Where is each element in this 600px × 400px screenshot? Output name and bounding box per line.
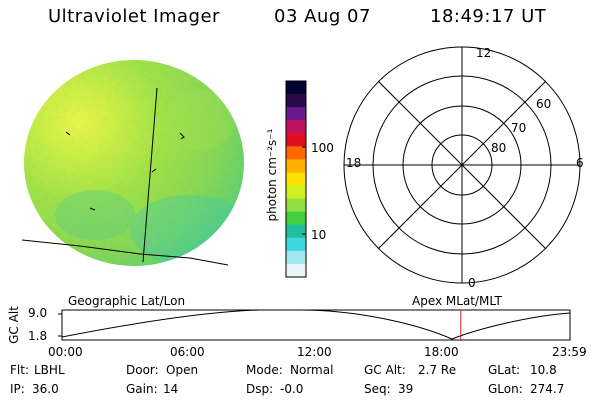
colorbar-segment [286,198,306,213]
mlt-label-6: 6 [576,156,584,170]
door-value: Open [166,363,199,377]
mlat-label-60: 60 [536,97,552,111]
timeline-xtick: 23:59 [552,345,587,359]
timeline-ytick-high: 9.0 [28,306,48,320]
uv-image-disk [21,60,244,266]
seq-label: Seq: [364,382,391,396]
gcalt-label: GC Alt: [364,363,406,377]
colorbar-segment [286,250,306,265]
colorbar-tick-100: 100 [311,141,334,155]
mlt-label-12: 12 [476,46,492,60]
colorbar-frame [285,80,307,278]
mode-value: Normal [290,363,334,377]
colorbar-segment [286,263,306,278]
timeline-xtick: 06:00 [170,345,205,359]
glat-value: 10.8 [530,363,557,377]
colorbar-segment [286,159,306,174]
polar-grid [343,46,581,284]
colorbar-segment [286,185,306,200]
timeline-frame [61,309,571,341]
colorbar-segment [286,94,306,108]
mode-label: Mode: [246,363,283,377]
timeline-left-title: Geographic Lat/Lon [68,294,186,308]
ip-label: IP: [10,382,25,396]
timeline-ylabel: GC Alt [7,306,21,344]
mlt-label-18: 18 [346,156,362,170]
instrument-title: Ultraviolet Imager [48,6,220,27]
timeline-ytick-low: 1.8 [28,329,48,343]
observation-date: 03 Aug 07 [274,6,371,27]
colorbar-segment [286,107,306,121]
door-label: Door: [126,363,159,377]
timeline-xtick: 18:00 [424,345,459,359]
colorbar-tick-10: 10 [311,228,327,242]
colorbar-segment [286,211,306,226]
flt-label: Flt: [10,363,29,377]
mlat-label-70: 70 [511,121,527,135]
mlt-label-0: 0 [468,276,476,290]
observation-time: 18:49:17 UT [430,6,547,27]
longitude-line [142,87,158,263]
ip-value: 36.0 [32,382,59,396]
timeline-plot [58,309,571,341]
glat-label: GLat: [488,363,521,377]
gain-value: 14 [163,382,179,396]
altitude-curve [61,309,571,340]
glon-label: GLon: [488,382,523,396]
colorbar-segment [286,172,306,187]
dsp-value: -0.0 [280,382,304,396]
timeline-xtick: 00:00 [48,345,83,359]
latitude-line [21,239,229,266]
colorbar-segment [286,146,306,160]
flt-value: LBHL [34,363,65,377]
colorbar-segment [286,81,306,95]
colorbar [285,80,307,278]
colorbar-segment [286,120,306,134]
gcalt-value: 2.7 Re [418,363,457,377]
timeline-xtick: 12:00 [297,345,332,359]
seq-value: 39 [398,382,414,396]
gain-label: Gain: [126,382,158,396]
timeline-right-title: Apex MLat/MLT [412,294,502,308]
colorbar-segment [286,133,306,147]
colorbar-unit-label: photon cm⁻²s⁻¹ [265,128,279,222]
glon-value: 274.7 [530,382,565,396]
dsp-label: Dsp: [246,382,274,396]
colorbar-segment [286,224,306,239]
mlat-label-80: 80 [491,141,507,155]
colorbar-segment [286,237,306,252]
